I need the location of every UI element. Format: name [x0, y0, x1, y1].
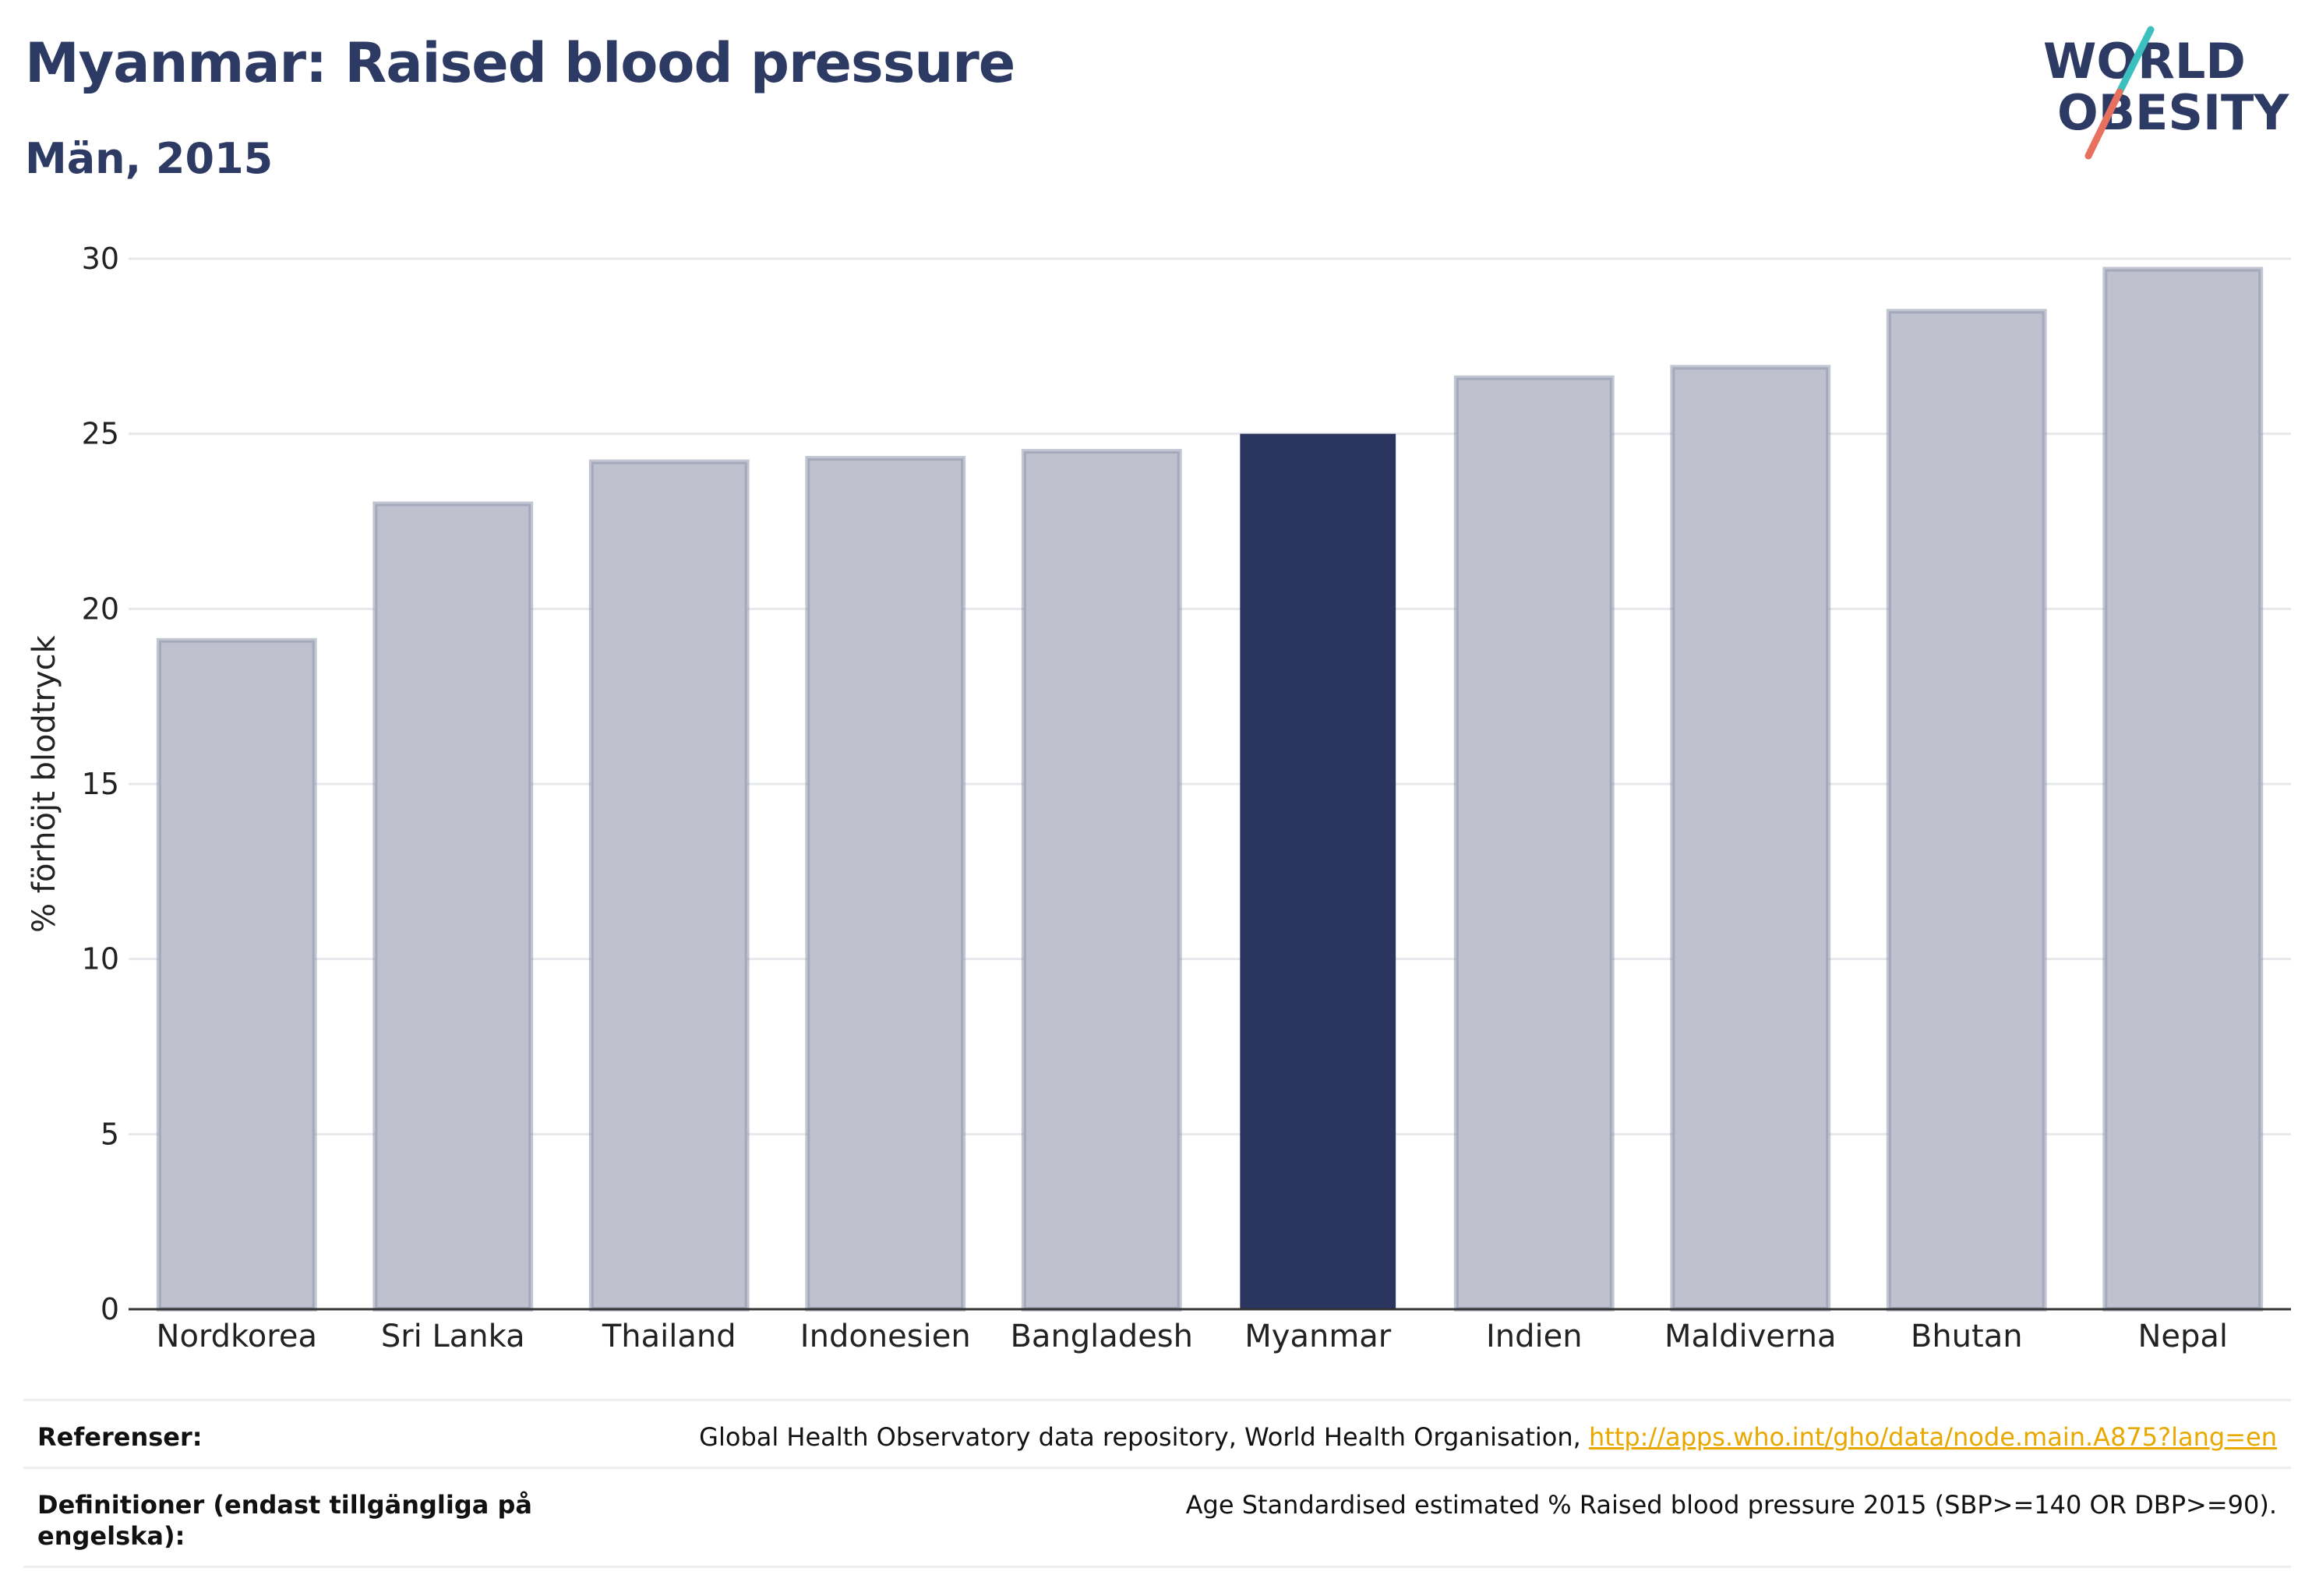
logo-slash-top [2116, 26, 2155, 96]
definitions-text: Age Standardised estimated % Raised bloo… [1185, 1490, 2277, 1520]
references-label: Referenser: [37, 1422, 203, 1452]
y-tick-label: 10 [82, 942, 119, 976]
bar-chart: 0 5 10 15 20 25 30 Nordkorea Sri Lanka Thailand I… [26, 242, 2291, 1354]
y-tick-label: 15 [82, 767, 119, 801]
y-tick-label: 25 [82, 417, 119, 451]
chart-title: Myanmar: Raised blood pressure [25, 31, 1015, 95]
x-tick-label: Bhutan [1911, 1319, 2023, 1354]
definitions-row: Definitioner (endast tillgängliga på eng… [23, 1467, 2291, 1568]
footer: Referenser: Global Health Observatory da… [23, 1399, 2291, 1568]
bar-indonesien [805, 456, 966, 1312]
y-tick-label: 20 [82, 591, 119, 626]
bar-sri-lanka [372, 501, 534, 1312]
logo-slash-bottom [2084, 88, 2123, 160]
references-text: Global Health Observatory data repositor… [699, 1422, 1589, 1452]
y-tick-label: 5 [101, 1117, 119, 1151]
definitions-label: Definitioner (endast tillgängliga på eng… [37, 1490, 532, 1551]
y-tick-label: 30 [82, 242, 119, 276]
x-tick-label: Bangladesh [1010, 1319, 1193, 1354]
y-tick-label: 0 [101, 1292, 119, 1326]
bar-thailand [588, 459, 750, 1312]
bars [156, 267, 2264, 1312]
references-value: Global Health Observatory data repositor… [699, 1421, 2277, 1453]
world-obesity-logo: WORLD OBESITY [2043, 26, 2289, 160]
x-tick-label: Nepal [2137, 1319, 2228, 1354]
y-axis-ticks: 0 5 10 15 20 25 30 [82, 242, 119, 1326]
x-tick-label: Nordkorea [157, 1319, 317, 1354]
x-tick-label: Indonesien [800, 1319, 971, 1354]
bar-nepal [2102, 267, 2264, 1312]
x-tick-label: Thailand [602, 1319, 736, 1354]
x-tick-label: Maldiverna [1664, 1319, 1837, 1354]
bar-nordkorea [156, 637, 317, 1312]
y-axis-title: % förhöjt blodtryck [26, 634, 62, 933]
bar-bhutan [1886, 309, 2047, 1312]
x-axis-labels: Nordkorea Sri Lanka Thailand Indonesien Bang… [157, 1319, 2228, 1354]
x-tick-label: Indien [1486, 1319, 1583, 1354]
logo-line-2: OBESITY [2057, 84, 2289, 141]
chart-subtitle: Män, 2015 [25, 134, 274, 183]
references-link[interactable]: http://apps.who.int/gho/data/node.main.A… [1588, 1422, 2277, 1452]
bar-maldiverna [1670, 365, 1831, 1312]
x-tick-label: Sri Lanka [381, 1319, 525, 1354]
x-tick-label: Myanmar [1244, 1319, 1392, 1354]
bar-indien [1453, 375, 1615, 1312]
bar-bangladesh [1021, 449, 1182, 1312]
references-row: Referenser: Global Health Observatory da… [23, 1399, 2291, 1467]
bar-myanmar [1240, 433, 1396, 1309]
